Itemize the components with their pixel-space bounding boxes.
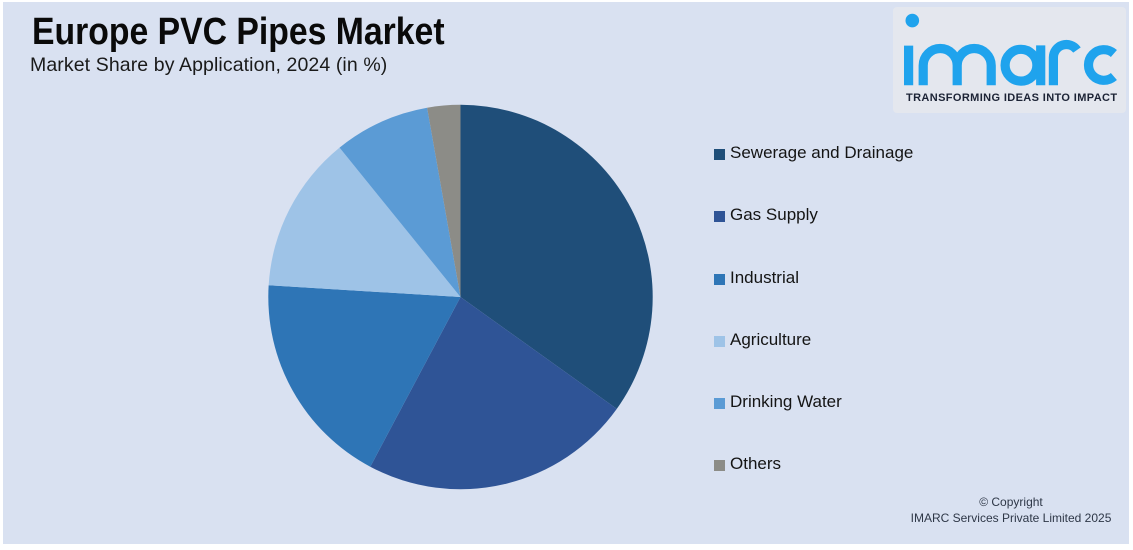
svg-text:TRANSFORMING IDEAS INTO IMPACT: TRANSFORMING IDEAS INTO IMPACT bbox=[906, 92, 1117, 104]
